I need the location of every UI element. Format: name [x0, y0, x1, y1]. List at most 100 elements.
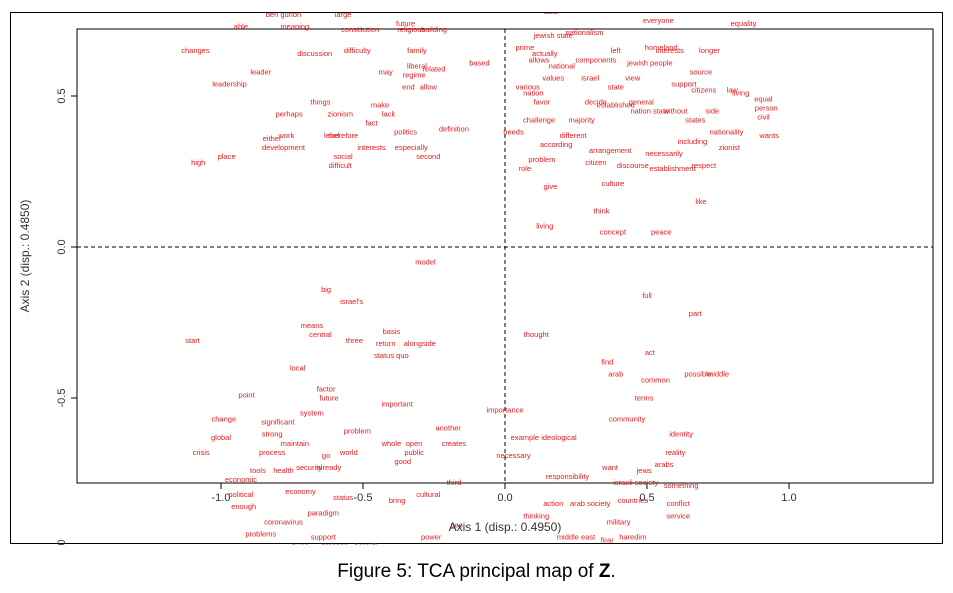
word-point: family: [407, 46, 427, 55]
word-point: nation: [523, 88, 543, 97]
word-point: therefore: [328, 131, 358, 140]
word-point: want: [601, 463, 619, 472]
word-point: including: [678, 137, 708, 146]
x-tick-label: -1.0: [212, 492, 231, 504]
word-point: general: [615, 545, 640, 546]
word-point: fear: [601, 535, 614, 544]
word-point: economy: [285, 487, 316, 496]
word-point: support: [311, 532, 337, 541]
word-point: different: [560, 131, 588, 140]
word-point: third: [447, 478, 462, 487]
word-point: public: [404, 448, 424, 457]
word-point: global: [211, 433, 231, 442]
word-point: see: [451, 520, 463, 529]
word-point: discussion: [297, 49, 332, 58]
word-point: difficult: [329, 161, 353, 170]
word-point: lack: [382, 110, 396, 119]
word-point: example: [511, 433, 539, 442]
word-point: hareidi: [355, 541, 378, 545]
word-point: world: [339, 448, 358, 457]
word-point: factor: [317, 384, 336, 393]
x-tick-label: 0.0: [497, 492, 512, 504]
figure-caption: Figure 5: TCA principal map of Z.: [0, 561, 953, 583]
word-point: responsibility: [546, 472, 590, 481]
word-point: service: [666, 511, 690, 520]
word-point: national: [549, 61, 576, 70]
word-point: action: [543, 499, 563, 508]
word-point: ben gurion: [266, 13, 301, 19]
word-point: already: [317, 463, 342, 472]
word-point: values: [542, 73, 564, 82]
word-point: interests: [357, 143, 386, 152]
word-point: importance: [486, 406, 523, 415]
word-point: culture: [602, 179, 625, 188]
word-point: zionism: [328, 110, 353, 119]
word-point: system: [300, 409, 324, 418]
caption-text: Figure 5: TCA principal map of: [337, 561, 599, 582]
word-point: place: [218, 152, 236, 161]
word-point: three: [346, 336, 363, 345]
word-point: process: [259, 448, 286, 457]
caption-symbol: Z: [598, 561, 611, 582]
word-point: especially: [395, 143, 428, 152]
word-point: civil: [757, 113, 770, 122]
word-point: security: [296, 463, 322, 472]
word-point: middle east: [557, 532, 596, 541]
word-point: important: [381, 400, 413, 409]
word-point: like: [695, 197, 706, 206]
word-point: full: [642, 291, 652, 300]
word-point: state: [608, 82, 624, 91]
word-point: arab society: [570, 499, 611, 508]
word-point: equality: [731, 19, 757, 28]
word-point: changes: [181, 46, 210, 55]
word-point: peace: [651, 227, 671, 236]
word-point: jews: [636, 466, 652, 475]
word-point: problem: [344, 427, 371, 436]
word-point: israel's: [340, 297, 363, 306]
word-point: leader: [250, 67, 271, 76]
word-point: give: [544, 182, 558, 191]
word-point: future: [319, 394, 338, 403]
word-point: status: [333, 493, 353, 502]
word-point: big: [321, 285, 331, 294]
word-point: support: [671, 79, 697, 88]
word-point: regime: [403, 70, 426, 79]
word-point: crisis: [193, 448, 210, 457]
word-point: side: [705, 107, 719, 116]
word-point: haredim: [619, 532, 646, 541]
x-tick-label: 1.0: [781, 492, 796, 504]
word-point: process: [321, 541, 348, 545]
word-point: zionist: [719, 143, 741, 152]
word-point: religious: [397, 25, 425, 34]
word-point: go: [322, 451, 330, 460]
word-point: wants: [758, 131, 779, 140]
word-point: reality: [665, 448, 685, 457]
word-point: prime: [515, 43, 534, 52]
word-point: means: [301, 321, 324, 330]
y-axis-label: Axis 2 (disp.: 0.4850): [18, 200, 32, 313]
word-point: conflict: [667, 499, 691, 508]
reference-lines: [77, 29, 933, 483]
word-point: allows: [529, 55, 550, 64]
word-point: another: [435, 424, 461, 433]
word-point: start: [185, 336, 201, 345]
word-point: good: [394, 457, 411, 466]
word-point: change: [212, 415, 237, 424]
x-tick-label: 0.5: [639, 492, 654, 504]
word-point: level: [324, 131, 340, 140]
word-point: model: [415, 258, 436, 267]
word-point: local: [290, 363, 306, 372]
word-point: either: [263, 134, 282, 143]
word-point: open: [406, 439, 423, 448]
word-point: ideological: [541, 433, 577, 442]
word-point: longer: [699, 46, 720, 55]
word-point: established: [597, 101, 635, 110]
word-point: social: [334, 152, 354, 161]
word-point: creates: [442, 439, 467, 448]
word-point: necessary: [496, 451, 530, 460]
word-point: act: [645, 348, 656, 357]
word-point: problem: [528, 155, 555, 164]
word-point: related: [423, 64, 446, 73]
word-point: common: [641, 375, 670, 384]
word-point: politics: [394, 128, 417, 137]
